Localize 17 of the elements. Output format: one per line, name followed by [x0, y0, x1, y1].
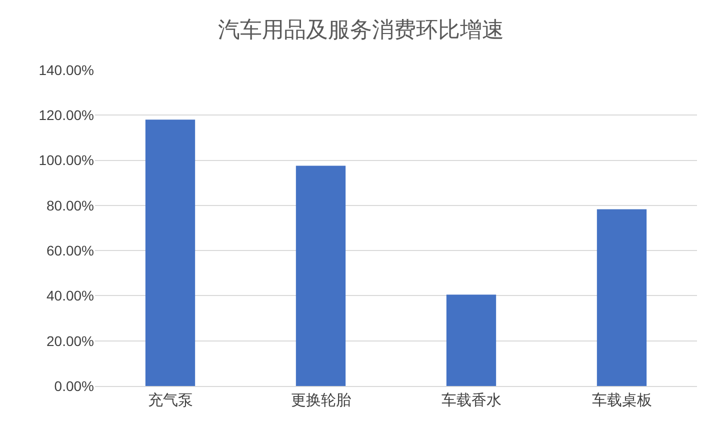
- y-tick-label: 120.00%: [38, 107, 94, 124]
- y-tick-label: 40.00%: [46, 288, 94, 304]
- y-tick-label: 140.00%: [38, 62, 94, 78]
- y-tick-label: 100.00%: [38, 152, 94, 168]
- y-tick-label: 20.00%: [46, 332, 94, 349]
- x-tick-label: 充气泵: [148, 392, 193, 409]
- x-tick-label: 车载桌板: [592, 392, 652, 409]
- y-tick-label: 0.00%: [54, 378, 94, 394]
- x-tick-label: 车载香水: [441, 392, 502, 409]
- y-tick-label: 80.00%: [46, 197, 94, 214]
- y-tick-label: 60.00%: [46, 242, 94, 258]
- x-tick-label: 更换轮胎: [290, 392, 351, 409]
- bar: [296, 166, 346, 386]
- bar: [446, 294, 496, 386]
- chart-title: 汽车用品及服务消费环比增速: [218, 17, 504, 42]
- bar: [145, 120, 196, 386]
- bar: [596, 209, 647, 386]
